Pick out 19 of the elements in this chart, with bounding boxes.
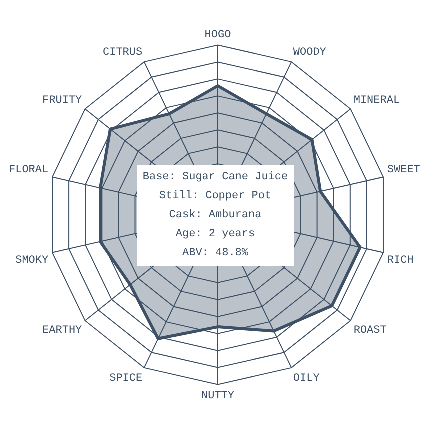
- spoke-label: SMOKY: [16, 255, 49, 268]
- spoke-label: SPICE: [110, 373, 143, 386]
- spoke-label: SWEET: [387, 164, 421, 177]
- spoke-label: OILY: [293, 373, 320, 386]
- spoke-label: ROAST: [354, 324, 388, 337]
- spoke-label: NUTTY: [201, 390, 235, 402]
- spoke-label: CITRUS: [103, 46, 144, 59]
- spoke-label: MINERAL: [354, 94, 400, 107]
- text: Still: Copper Pot: [158, 189, 273, 204]
- spoke-label: HOGO: [204, 30, 232, 42]
- text: Base: Sugar Cane Juice: [142, 170, 288, 185]
- spoke-label: RICH: [387, 255, 414, 268]
- spoke-label: WOODY: [293, 46, 327, 59]
- text: Cask: Amburana: [168, 208, 263, 223]
- spoke-label: FLORAL: [8, 164, 49, 177]
- text: ABV: 48.8%: [182, 246, 250, 261]
- spoke-label: EARTHY: [42, 324, 83, 337]
- text: Age: 2 years: [174, 227, 256, 242]
- spoke-label: FRUITY: [42, 94, 83, 107]
